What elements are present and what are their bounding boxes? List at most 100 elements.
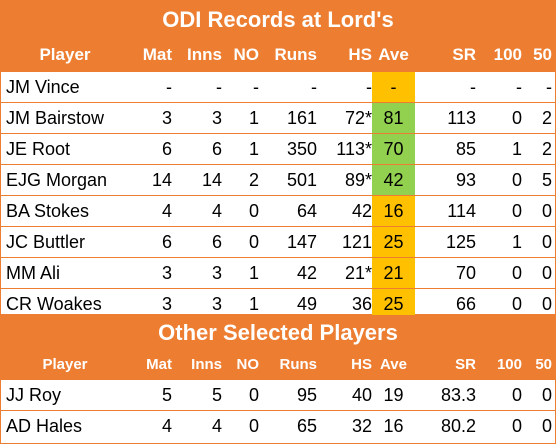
hundreds-cell: 0: [511, 294, 522, 314]
table-row: JE Root 6 6 1 350 113* 70 85 1 2: [1, 134, 555, 164]
inns-cell: 3: [211, 294, 222, 314]
header-ave: Ave: [378, 45, 409, 64]
high-score-cell: 32: [351, 416, 372, 436]
lords-records-table: ODI Records at Lord's Player Mat Inns NO…: [0, 0, 556, 319]
table-row: AD Hales 4 4 0 65 32 16 80.2 0 0: [1, 410, 555, 441]
header-player: Player: [39, 45, 91, 64]
mat-cell: 6: [161, 232, 172, 252]
row-divider: [1, 71, 555, 72]
hundreds-cell: 1: [511, 139, 522, 159]
hundreds-cell: 1: [511, 232, 522, 252]
fifties-cell: 0: [541, 294, 552, 314]
header-runs: Runs: [279, 356, 318, 373]
header-hs: HS: [351, 356, 372, 373]
not-outs-cell: -: [253, 77, 259, 97]
table-row: CR Woakes 3 3 1 49 36 25 66 0 0: [1, 289, 555, 319]
average-cell: 16: [383, 416, 404, 436]
strike-rate-cell: 70: [455, 263, 476, 283]
not-outs-cell: 1: [248, 263, 259, 283]
not-outs-cell: 0: [248, 232, 259, 252]
inns-cell: 14: [201, 170, 222, 190]
player-cell: AD Hales: [6, 416, 83, 436]
fifties-cell: 2: [541, 139, 552, 159]
header-mat: Mat: [146, 356, 172, 373]
player-cell: JM Vince: [6, 77, 80, 97]
inns-cell: 6: [211, 139, 222, 159]
strike-rate-cell: 80.2: [440, 416, 476, 436]
row-divider: [1, 102, 555, 103]
other-players-table: Other Selected Players Player Mat Inns N…: [0, 315, 556, 444]
strike-rate-cell: 83.3: [440, 385, 476, 405]
header-100: 100: [496, 356, 522, 373]
row-divider: [1, 226, 555, 227]
strike-rate-cell: 66: [455, 294, 476, 314]
header-ave: Ave: [380, 356, 407, 373]
fifties-cell: 0: [541, 232, 552, 252]
mat-cell: 3: [161, 294, 172, 314]
header-no: NO: [236, 356, 260, 373]
player-cell: JJ Roy: [6, 385, 62, 405]
strike-rate-cell: 85: [455, 139, 476, 159]
table-row: JM Bairstow 3 3 1 161 72* 81 113 0 2: [1, 103, 555, 133]
hundreds-cell: 0: [511, 108, 522, 128]
header-100: 100: [493, 45, 522, 64]
fifties-cell: -: [546, 77, 552, 97]
table-body: JM Vince - - - - - - - - - JM Bairstow 3 3 1 161 72* 81 1…: [1, 71, 555, 319]
hundreds-cell: 0: [511, 385, 522, 405]
header-inns: Inns: [191, 356, 222, 373]
average-cell: 42: [372, 165, 415, 195]
header-row: Player Mat Inns NO Runs HS Ave SR 100 50: [1, 39, 555, 71]
high-score-cell: 89*: [344, 170, 372, 190]
strike-rate-cell: 93: [455, 170, 476, 190]
table-row: JC Buttler 6 6 0 147 121 25 125 1 0: [1, 227, 555, 257]
player-cell: JM Bairstow: [6, 108, 105, 128]
strike-rate-cell: -: [470, 77, 476, 97]
strike-rate-cell: 113: [447, 108, 476, 128]
player-cell: EJG Morgan: [6, 170, 108, 190]
average-cell: 16: [372, 196, 415, 226]
high-score-cell: -: [366, 77, 372, 97]
player-cell: CR Woakes: [6, 294, 102, 314]
inns-cell: 3: [211, 108, 222, 128]
runs-cell: 42: [296, 263, 317, 283]
average-cell: 25: [372, 227, 415, 257]
inns-cell: 4: [211, 416, 222, 436]
mat-cell: 5: [161, 385, 172, 405]
header-row: Player Mat Inns NO Runs HS Ave SR 100 50: [1, 350, 555, 379]
row-divider: [1, 288, 555, 289]
runs-cell: -: [311, 77, 317, 97]
high-score-cell: 113*: [336, 139, 372, 159]
row-divider: [1, 164, 555, 165]
mat-cell: -: [166, 77, 172, 97]
average-cell: 25: [372, 289, 415, 319]
header-50: 50: [533, 45, 552, 64]
fifties-cell: 0: [541, 263, 552, 283]
average-cell: 21: [372, 258, 415, 288]
high-score-cell: 40: [351, 385, 372, 405]
mat-cell: 3: [161, 108, 172, 128]
inns-cell: 5: [211, 385, 222, 405]
average-cell: -: [372, 72, 415, 102]
not-outs-cell: 0: [248, 201, 259, 221]
header-sr: SR: [452, 45, 476, 64]
high-score-cell: 72*: [344, 108, 372, 128]
runs-cell: 65: [296, 416, 317, 436]
table-row: JJ Roy 5 5 0 95 40 19 83.3 0 0: [1, 379, 555, 410]
not-outs-cell: 1: [248, 294, 259, 314]
player-cell: BA Stokes: [6, 201, 90, 221]
high-score-cell: 21*: [344, 263, 372, 283]
hundreds-cell: 0: [511, 416, 522, 436]
strike-rate-cell: 114: [447, 201, 476, 221]
header-mat: Mat: [142, 45, 172, 64]
high-score-cell: 36: [351, 294, 372, 314]
player-cell: JC Buttler: [6, 232, 86, 252]
fifties-cell: 0: [541, 416, 552, 436]
row-divider: [1, 195, 555, 196]
fifties-cell: 5: [541, 170, 552, 190]
high-score-cell: 121: [341, 232, 372, 252]
fifties-cell: 0: [541, 385, 552, 405]
header-inns: Inns: [187, 45, 222, 64]
header-hs: HS: [348, 45, 372, 64]
player-cell: MM Ali: [6, 263, 60, 283]
